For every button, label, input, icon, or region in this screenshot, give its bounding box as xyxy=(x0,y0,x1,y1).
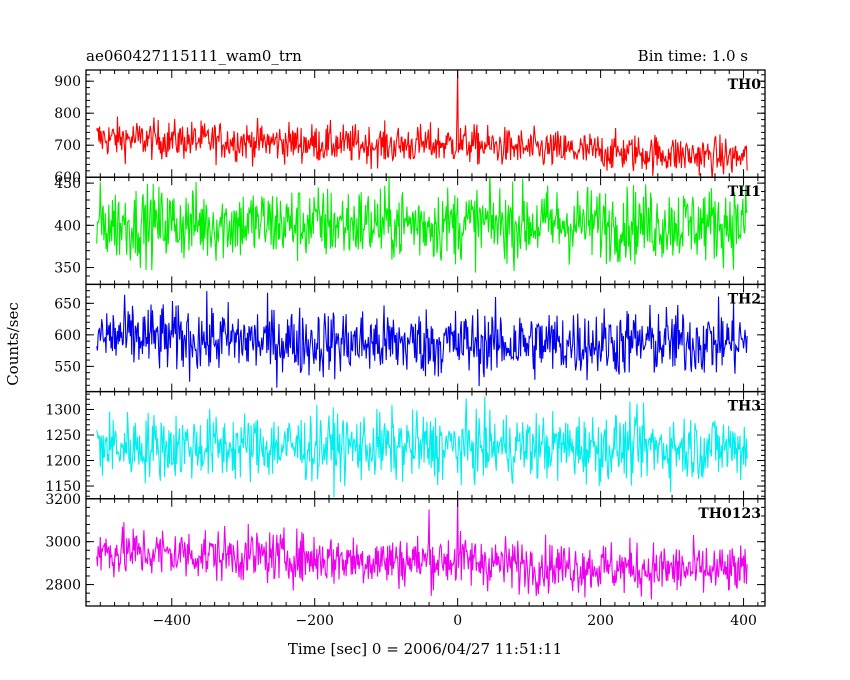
panel-label: TH3 xyxy=(728,399,761,415)
y-tick-label: 600 xyxy=(54,170,81,186)
panel-th0123: 2800 3000 3200 TH0123 xyxy=(45,492,766,607)
panels-group: 600 700 800 900 TH0 350 400 450 TH1 550 600 650 TH2 1… xyxy=(45,69,766,629)
y-tick-label: 400 xyxy=(54,218,81,234)
y-tick-label: 600 xyxy=(54,328,81,344)
y-tick-label: 450 xyxy=(54,176,81,192)
x-tick-label: −400 xyxy=(153,613,191,629)
y-axis-label: Counts/sec xyxy=(4,302,22,386)
x-tick-label: 400 xyxy=(730,613,757,629)
y-tick-label: 700 xyxy=(54,138,81,154)
y-tick-label: 1300 xyxy=(45,402,81,418)
panel-frame xyxy=(85,498,766,607)
y-tick-label: 550 xyxy=(54,359,81,375)
x-tick-label: 200 xyxy=(587,613,614,629)
y-tick-label: 2800 xyxy=(45,578,81,594)
series-line-th2 xyxy=(96,291,748,388)
y-tick-label: 650 xyxy=(54,296,81,312)
panel-th0: 600 700 800 900 TH0 xyxy=(54,69,766,186)
y-tick-label: 350 xyxy=(54,261,81,277)
y-tick-label: 900 xyxy=(54,74,81,90)
panel-th3: 1150 1200 1250 1300 TH3 xyxy=(45,390,766,500)
panel-label: TH0 xyxy=(728,77,762,93)
y-tick-label: 1250 xyxy=(45,428,81,444)
y-tick-label: 800 xyxy=(54,106,81,122)
panel-th1: 350 400 450 TH1 xyxy=(54,176,766,286)
x-tick-label: −200 xyxy=(295,613,333,629)
y-tick-label: 1150 xyxy=(45,479,81,495)
panel-label: TH1 xyxy=(728,184,761,200)
panel-th2: 550 600 650 TH2 xyxy=(54,283,766,393)
y-tick-label: 3000 xyxy=(45,535,81,551)
panel-label: TH0123 xyxy=(698,506,761,522)
series-line-th1 xyxy=(96,177,748,273)
panel-frame xyxy=(85,69,766,178)
object-name: ae060427115111_wam0_trn xyxy=(86,47,302,65)
series-line-th0 xyxy=(96,70,748,178)
y-tick-label: 3200 xyxy=(45,492,81,508)
bin-time: Bin time: 1.0 s xyxy=(638,47,748,65)
x-axis-label: Time [sec] 0 = 2006/04/27 11:51:11 xyxy=(288,640,562,658)
y-tick-label: 1200 xyxy=(45,454,81,470)
series-line-th0123 xyxy=(96,499,748,600)
panel-label: TH2 xyxy=(728,291,761,307)
series-line-th3 xyxy=(96,396,748,498)
x-tick-label: 0 xyxy=(453,613,462,629)
